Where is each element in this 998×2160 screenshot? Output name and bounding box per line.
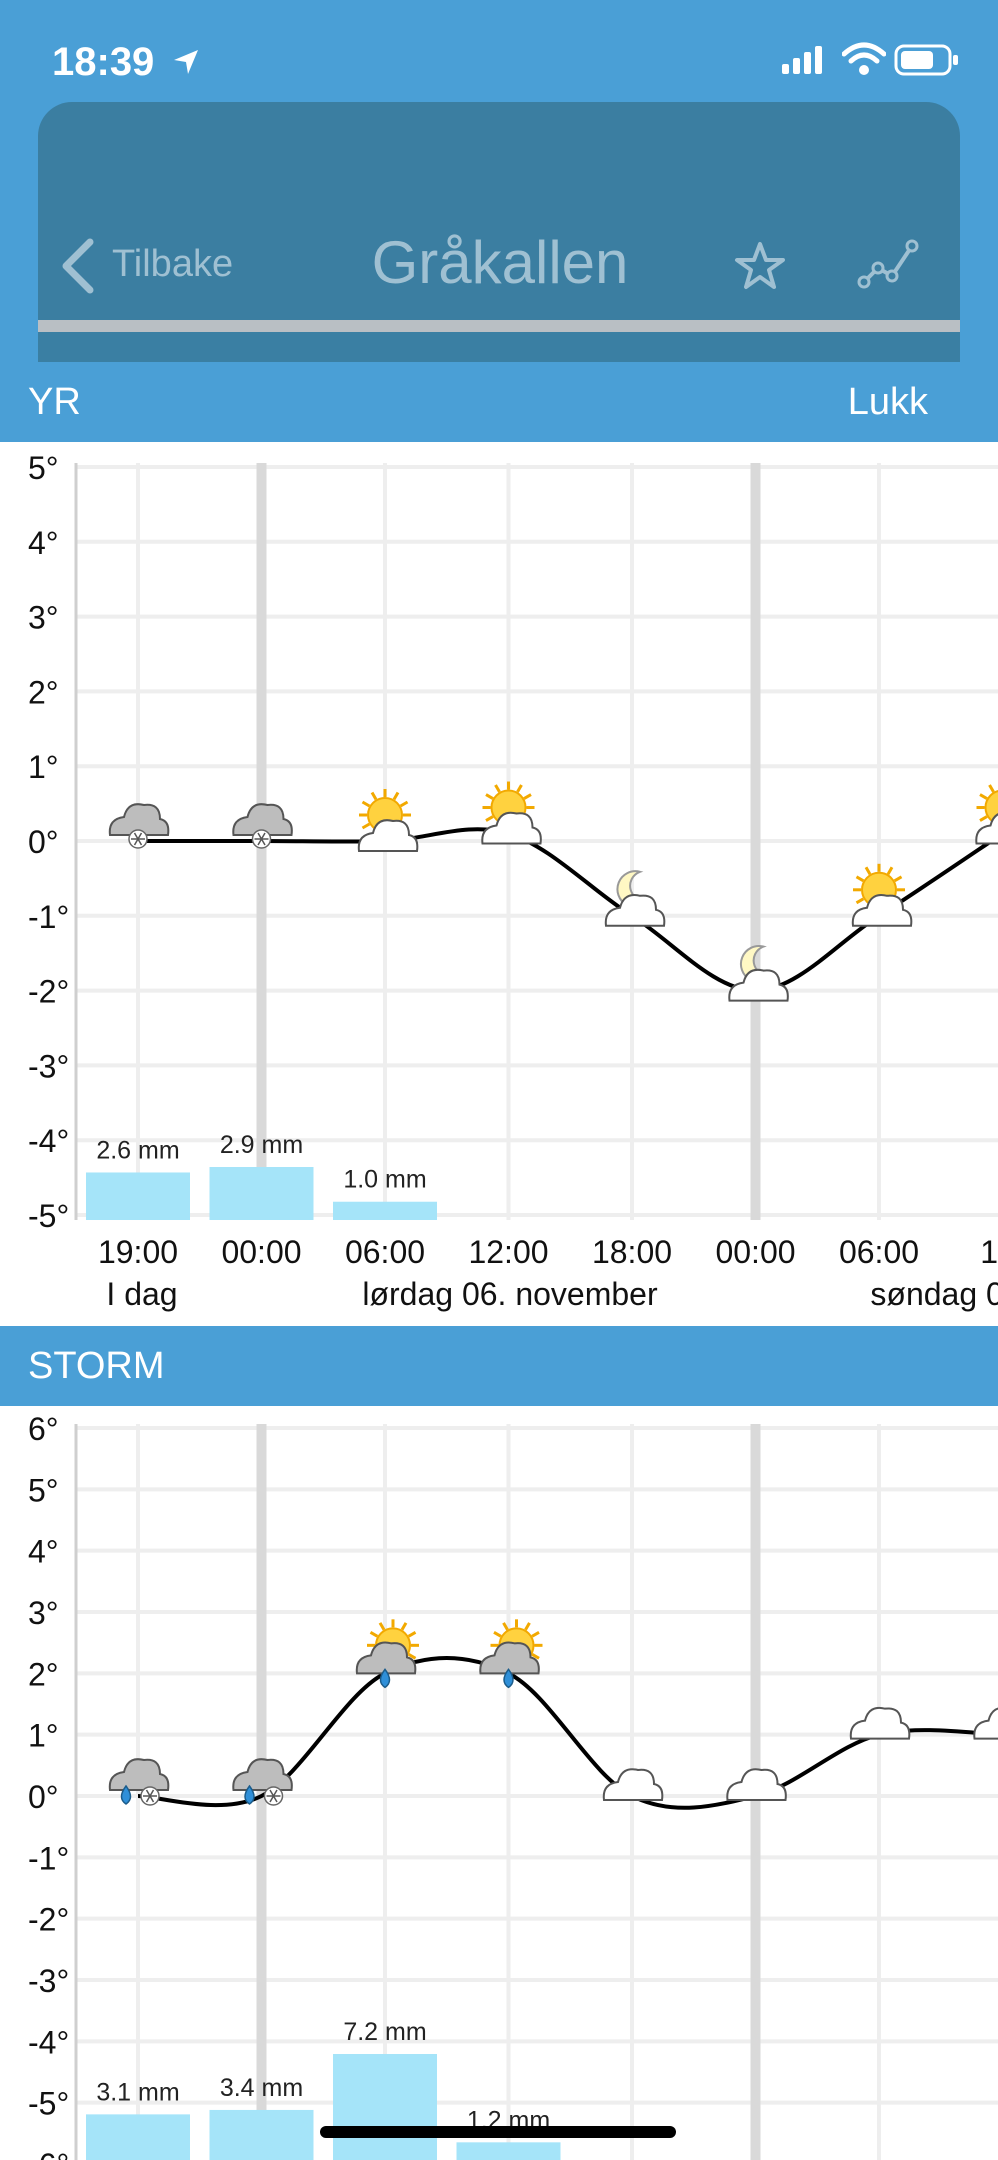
y-tick-label: 0° xyxy=(28,1779,59,1815)
x-time-label: 00:00 xyxy=(715,1234,795,1270)
storm-forecast-chart: 6° 5° 4° 3° 2° 1° 0° -1° -2° -3° -4° -5° -6° 3.1 mm 3.… xyxy=(28,1411,998,2160)
y-tick-label: 5° xyxy=(28,450,59,486)
sun-cloud-icon xyxy=(975,784,998,845)
y-tick-label: 0° xyxy=(28,824,59,860)
y-tick-label: -5° xyxy=(28,2086,69,2122)
y-tick-label: -2° xyxy=(28,1902,69,1938)
cloud-icon xyxy=(602,1768,664,1801)
graph-icon[interactable] xyxy=(856,236,922,292)
y-tick-label: -4° xyxy=(28,1123,69,1159)
y-tick-label: -2° xyxy=(28,974,69,1010)
y-tick-label: 4° xyxy=(28,1534,59,1570)
cloud-icon xyxy=(726,1768,787,1801)
moon-cloud-icon xyxy=(604,870,666,927)
section-header-storm: STORM xyxy=(0,1326,998,1406)
cloud-icon xyxy=(849,1706,911,1740)
cellular-signal-icon xyxy=(782,46,822,74)
moon-cloud-icon xyxy=(728,945,789,1002)
x-day-label: søndag 07 xyxy=(870,1276,998,1312)
cloud-rain-snow-icon xyxy=(232,1758,293,1806)
y-tick-label: -3° xyxy=(28,1048,69,1084)
x-time-label: 00:00 xyxy=(221,1234,301,1270)
y-tick-label: -6° xyxy=(28,2147,69,2160)
precipitation-label: 2.9 mm xyxy=(220,1131,303,1159)
section-header-yr: YR Lukk xyxy=(0,362,998,442)
precipitation-bar xyxy=(86,1172,190,1220)
y-tick-label: -5° xyxy=(28,1198,69,1234)
x-day-label: I dag xyxy=(106,1276,177,1312)
y-tick-label: 6° xyxy=(28,1411,59,1447)
section-title-storm: STORM xyxy=(28,1345,165,1387)
navigation-card xyxy=(38,102,960,362)
y-tick-label: 1° xyxy=(28,749,59,785)
precipitation-bar xyxy=(209,1167,314,1220)
sun-cloud-icon xyxy=(481,781,542,845)
y-tick-label: 4° xyxy=(28,525,59,561)
sun-cloud-icon xyxy=(851,863,913,927)
x-time-label: 12: xyxy=(980,1234,998,1270)
back-chevron-icon[interactable] xyxy=(58,236,98,296)
precipitation-label: 1.0 mm xyxy=(343,1166,426,1194)
y-tick-label: 1° xyxy=(28,1718,59,1754)
y-tick-label: 3° xyxy=(28,1595,59,1631)
y-tick-label: -3° xyxy=(28,1963,69,1999)
wifi-icon xyxy=(842,42,886,75)
yr-forecast-chart: 5° 4° 3° 2° 1° 0° -1° -2° -3° -4° -5° 2.6 mm 2.9 mm 1… xyxy=(28,450,998,1312)
cloud-snow-icon xyxy=(108,803,170,849)
y-tick-label: 5° xyxy=(28,1472,59,1508)
precipitation-label: 7.2 mm xyxy=(343,2018,426,2046)
precipitation-bar xyxy=(333,2054,437,2160)
cloud-rain-snow-icon xyxy=(108,1758,170,1806)
battery-icon xyxy=(894,44,958,76)
navigation-band xyxy=(38,332,960,362)
chart-grid xyxy=(74,1424,998,2160)
location-arrow-icon xyxy=(174,50,198,74)
y-tick-label: -1° xyxy=(28,899,69,935)
y-tick-label: -4° xyxy=(28,2024,69,2060)
x-time-label: 06:00 xyxy=(345,1234,425,1270)
navigation-divider xyxy=(38,320,960,332)
y-tick-label: 2° xyxy=(28,1656,59,1692)
status-bar: 18:39 xyxy=(0,0,998,110)
precipitation-label: 2.6 mm xyxy=(96,1136,179,1164)
sun-cloud-rain-icon xyxy=(355,1619,419,1689)
y-tick-label: 3° xyxy=(28,600,59,636)
y-tick-label: -1° xyxy=(28,1840,69,1876)
precipitation-bar xyxy=(209,2109,314,2160)
x-time-label: 18:00 xyxy=(592,1234,672,1270)
precipitation-bar xyxy=(456,2142,561,2160)
x-time-label: 06:00 xyxy=(839,1234,919,1270)
home-indicator xyxy=(320,2126,676,2138)
x-time-label: 19:00 xyxy=(98,1234,178,1270)
precipitation-label: 3.1 mm xyxy=(96,2078,179,2106)
cloud-snow-icon xyxy=(232,803,293,849)
section-title-yr: YR xyxy=(28,381,81,423)
precipitation-bar xyxy=(333,1201,437,1220)
back-button[interactable]: Tilbake xyxy=(112,243,234,285)
status-time: 18:39 xyxy=(52,40,155,84)
x-time-label: 12:00 xyxy=(468,1234,548,1270)
precipitation-bar xyxy=(86,2114,190,2160)
star-icon[interactable] xyxy=(732,238,788,294)
x-day-label: lørdag 06. november xyxy=(362,1276,658,1312)
page-title: Gråkallen xyxy=(371,229,629,296)
sun-cloud-icon xyxy=(357,789,419,852)
y-tick-label: 2° xyxy=(28,674,59,710)
precipitation-label: 3.4 mm xyxy=(220,2074,303,2102)
sun-cloud-rain-icon xyxy=(479,1619,543,1689)
close-button[interactable]: Lukk xyxy=(847,381,928,423)
cloud-icon xyxy=(973,1707,998,1740)
